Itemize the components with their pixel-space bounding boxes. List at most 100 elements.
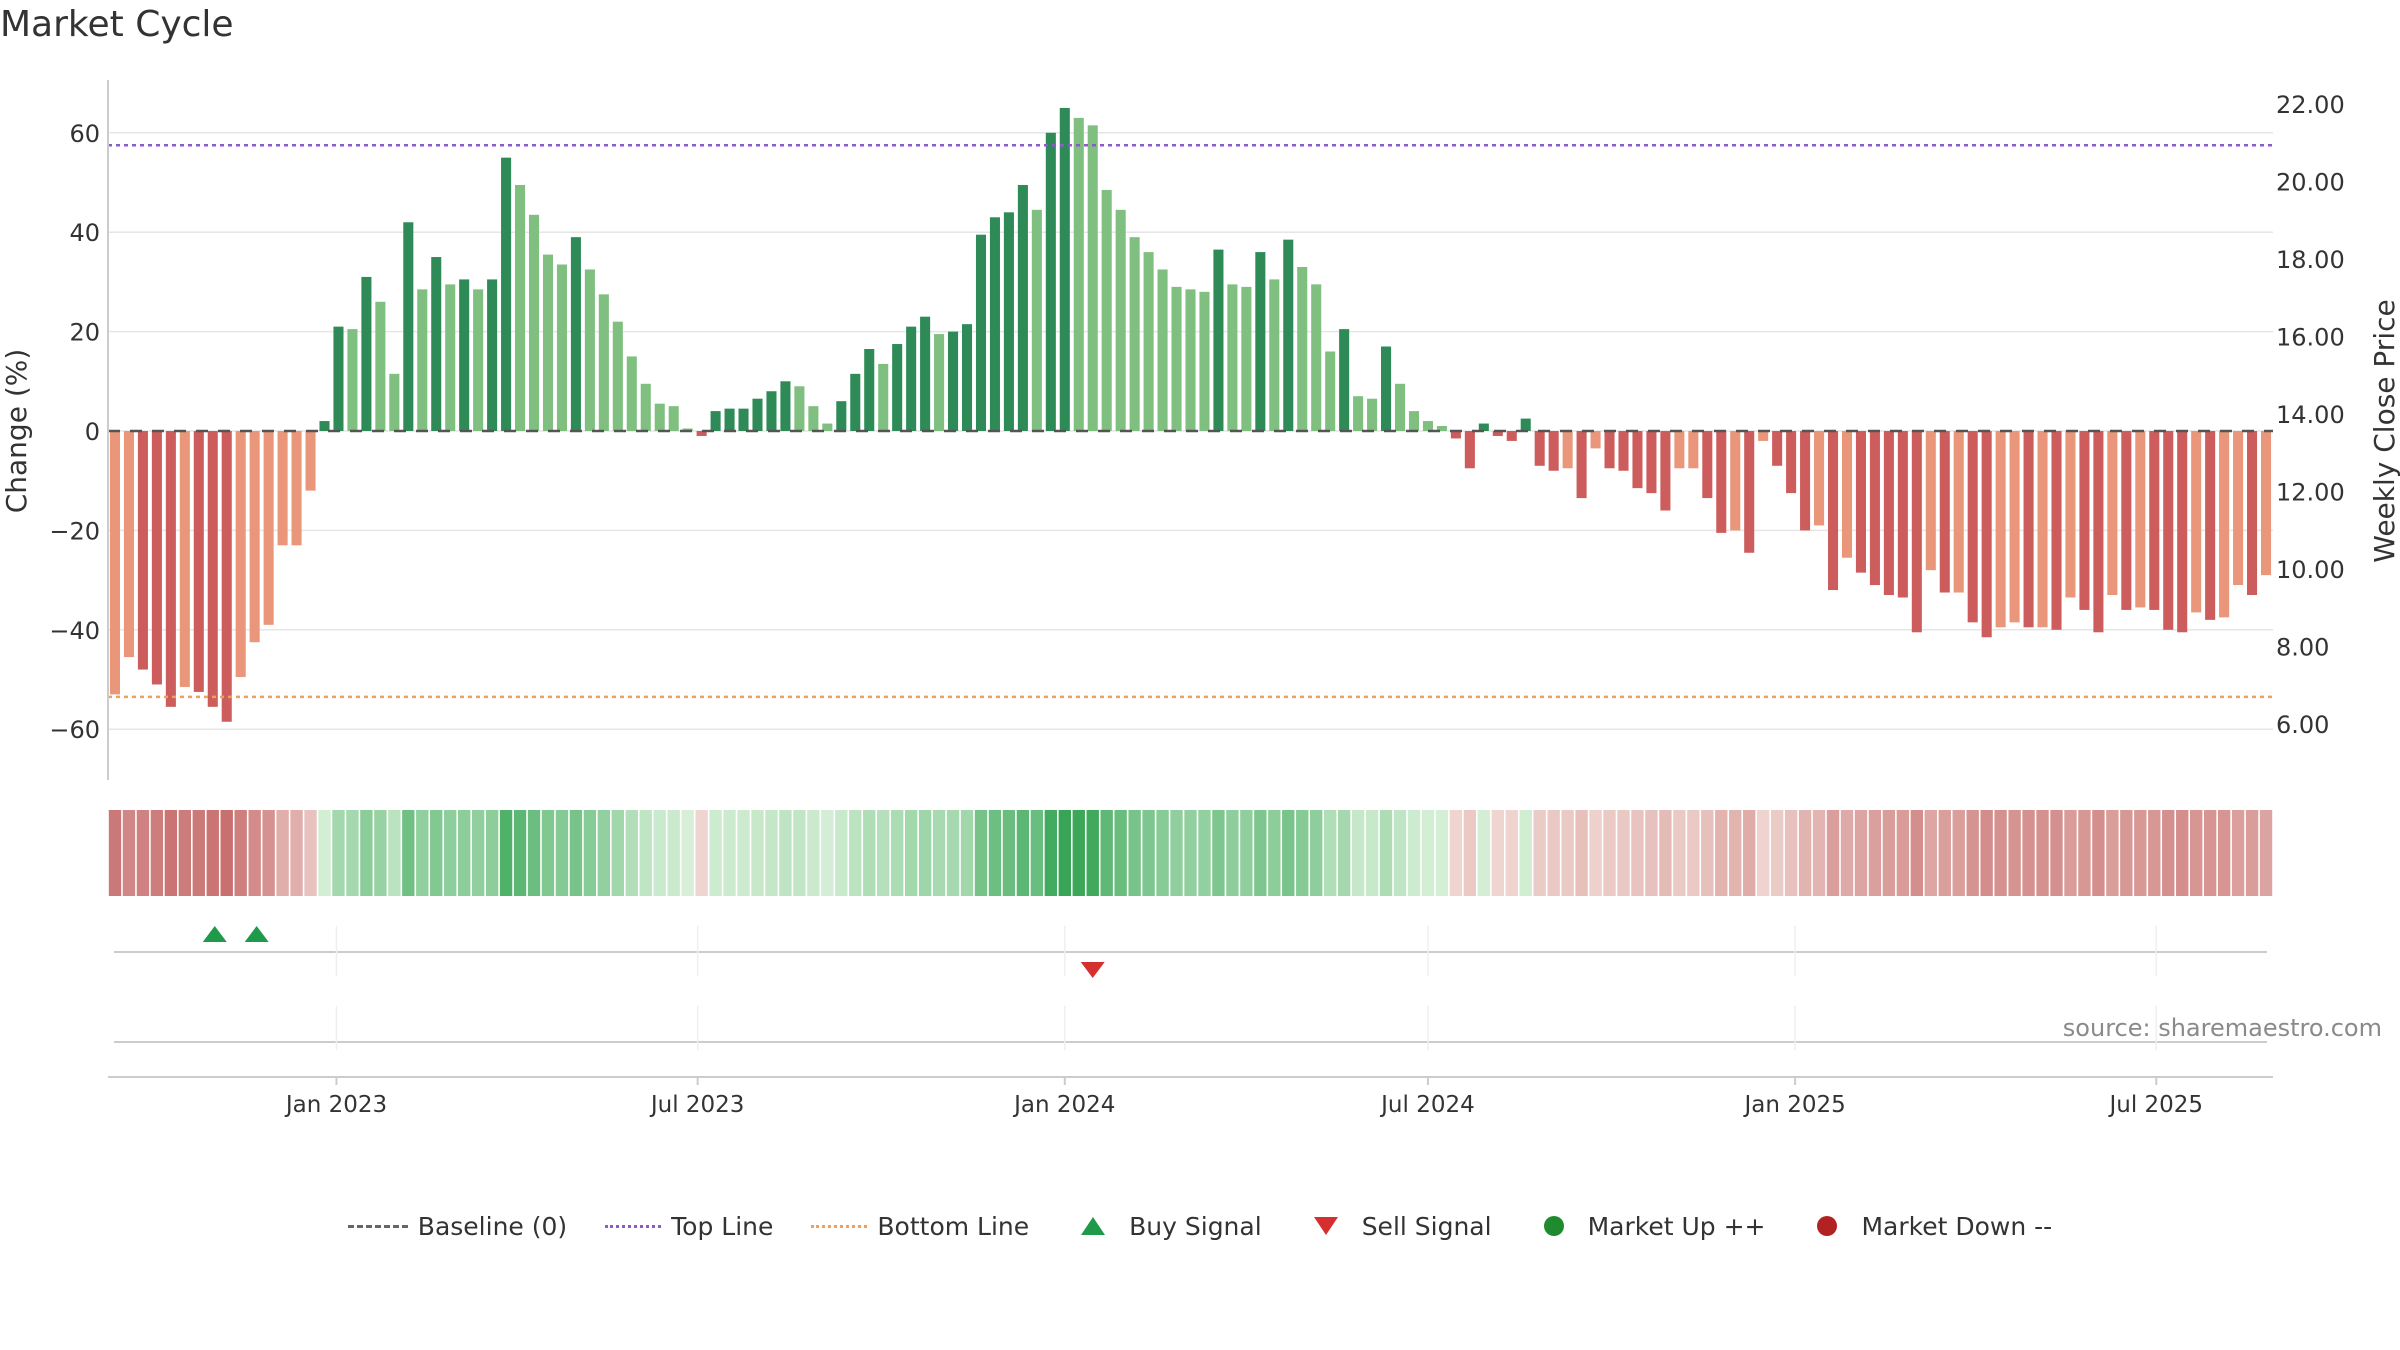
- heat-cell: [388, 810, 401, 896]
- sell-signal-marker: [1080, 962, 1105, 978]
- heat-cell: [1812, 810, 1826, 896]
- bar: [640, 383, 651, 431]
- bar: [724, 408, 735, 431]
- heat-cell: [1407, 810, 1421, 896]
- legend-item-baseline[interactable]: Baseline (0): [347, 1211, 568, 1241]
- heat-cell: [1072, 810, 1085, 896]
- bar: [1841, 431, 1853, 558]
- bar: [598, 294, 609, 431]
- bar: [1436, 426, 1447, 431]
- legend: Baseline (0) Top Line Bottom Line Buy Si…: [0, 1208, 2400, 1244]
- bar: [1381, 346, 1392, 431]
- legend-label: Market Down --: [1861, 1211, 2053, 1241]
- bar: [165, 431, 176, 707]
- heat-cell: [946, 810, 960, 896]
- heat-cell: [709, 810, 722, 896]
- heat-cell: [1282, 810, 1295, 896]
- bar: [1269, 279, 1280, 431]
- heat-cell: [304, 810, 317, 896]
- heat-cell: [1505, 810, 1518, 896]
- bar: [1953, 431, 1964, 593]
- bar: [2260, 431, 2272, 576]
- heat-cell: [513, 810, 527, 896]
- heat-cell: [2203, 810, 2217, 896]
- heat-cell: [807, 810, 820, 896]
- bar: [766, 391, 777, 431]
- legend-label: Baseline (0): [417, 1211, 568, 1241]
- heat-cell: [2217, 810, 2231, 896]
- heat-cell: [932, 810, 946, 896]
- bar: [1660, 431, 1671, 511]
- bar: [207, 431, 218, 707]
- heat-cell: [1701, 810, 1714, 896]
- bar: [1087, 125, 1098, 431]
- heat-cell: [1114, 810, 1127, 896]
- heat-cell: [555, 810, 569, 896]
- bar: [1744, 431, 1755, 553]
- bar: [1869, 431, 1880, 586]
- heat-cell: [2120, 810, 2133, 896]
- right-tick-label: 14.00: [2276, 401, 2345, 429]
- bar: [1143, 252, 1154, 431]
- bar: [1786, 431, 1797, 494]
- heat-cell: [2106, 810, 2119, 896]
- reference-lines: [108, 143, 2273, 699]
- buy-signal-marker: [202, 926, 227, 942]
- bar: [1855, 431, 1866, 573]
- bar: [1758, 431, 1769, 441]
- x-axis: Jan 2023 Jul 2023 Jan 2024 Jul 2024 Jan 2025…: [108, 1076, 2273, 1118]
- bar: [556, 264, 567, 431]
- legend-item-buy-signal[interactable]: Buy Signal: [1067, 1212, 1262, 1241]
- bar: [989, 217, 1000, 431]
- heat-cell: [1519, 810, 1532, 896]
- heat-cell: [1491, 810, 1504, 896]
- heat-cell: [1561, 810, 1574, 896]
- bar: [920, 316, 931, 431]
- heat-cell: [1589, 810, 1602, 896]
- bar: [2233, 431, 2244, 586]
- x-tick-label: Jan 2025: [1742, 1092, 1845, 1118]
- bar: [2065, 431, 2076, 598]
- right-tick-label: 8.00: [2276, 634, 2329, 662]
- bar: [2009, 431, 2020, 623]
- bar: [836, 401, 847, 431]
- bar: [375, 301, 386, 431]
- bar: [2093, 431, 2104, 633]
- x-tick-label: Jul 2024: [1379, 1092, 1475, 1118]
- heat-cell: [1086, 810, 1099, 896]
- legend-item-top-line[interactable]: Top Line: [605, 1212, 773, 1241]
- bar: [696, 431, 707, 436]
- right-axis-title: Weekly Close Price: [2368, 299, 2400, 562]
- bar: [1241, 286, 1252, 431]
- bar: [1576, 431, 1587, 499]
- heat-cell: [1254, 810, 1267, 896]
- heat-cell: [402, 810, 415, 896]
- left-tick-label: −60: [49, 716, 100, 744]
- legend-item-market-down[interactable]: Market Down --: [1803, 1212, 2052, 1241]
- bar: [654, 403, 665, 431]
- heat-cell: [1240, 810, 1253, 896]
- dotted-line-icon: [605, 1224, 662, 1228]
- legend-item-sell-signal[interactable]: Sell Signal: [1300, 1212, 1492, 1241]
- heat-cell: [1435, 810, 1449, 896]
- heat-cell: [1673, 810, 1686, 896]
- bar: [738, 408, 749, 431]
- legend-item-bottom-line[interactable]: Bottom Line: [811, 1212, 1029, 1241]
- heat-cell: [485, 810, 499, 896]
- heat-cell: [2022, 810, 2035, 896]
- bar: [1059, 107, 1070, 431]
- heat-cell: [1477, 810, 1491, 896]
- legend-item-market-up[interactable]: Market Up ++: [1530, 1212, 1765, 1241]
- heat-cell: [1323, 810, 1337, 896]
- heat-cell: [1910, 810, 1924, 896]
- bar: [1199, 291, 1210, 431]
- bar: [1646, 431, 1657, 494]
- heat-cell: [541, 810, 555, 896]
- heat-cell: [1770, 810, 1784, 896]
- bar: [305, 431, 316, 491]
- bar: [1911, 431, 1922, 633]
- heat-cell: [835, 810, 848, 896]
- bar: [752, 398, 763, 431]
- heat-cell: [178, 810, 192, 896]
- heat-cell: [667, 810, 680, 896]
